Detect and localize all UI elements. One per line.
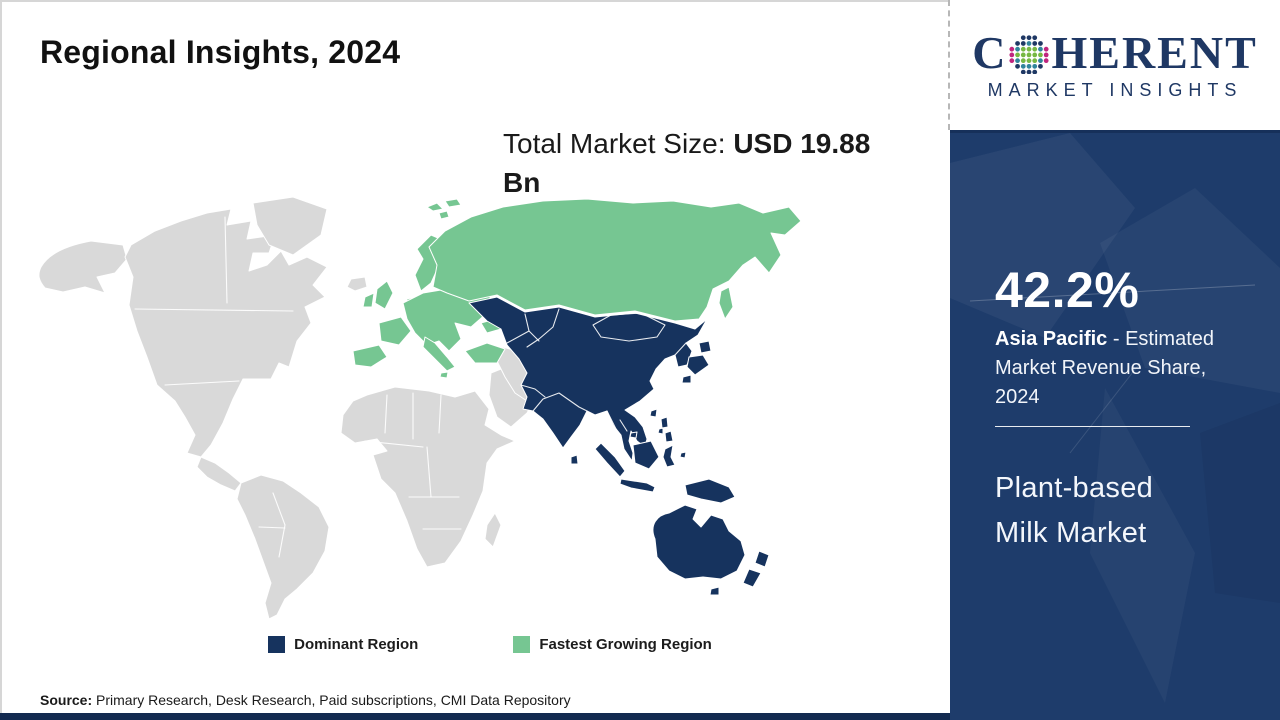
source-text: Primary Research, Desk Research, Paid su… [92, 692, 571, 708]
right-sidebar: 42.2% Asia Pacific - Estimated Market Re… [950, 130, 1280, 720]
source-line: Source: Primary Research, Desk Research,… [40, 692, 571, 708]
bottom-accent-bar [0, 713, 1280, 720]
logo-subtitle: MARKET INSIGHTS [987, 79, 1243, 100]
market-name-line2: Milk Market [995, 517, 1147, 549]
total-market-size-value: USD 19.88 Bn [503, 128, 871, 198]
legend-swatch-dominant [268, 636, 286, 653]
share-region: Asia Pacific [995, 328, 1108, 350]
source-label: Source: [40, 692, 93, 708]
legend-label-dominant: Dominant Region [294, 636, 419, 653]
share-description: Asia Pacific - Estimated Market Revenue … [995, 325, 1235, 412]
logo-text-suffix: HERENT [1051, 26, 1258, 78]
coherent-logo: C HERENT [972, 26, 1258, 78]
sidebar-divider [995, 426, 1190, 427]
world-map-svg [38, 196, 802, 620]
map-region-dominant [468, 296, 770, 596]
page-title: Regional Insights, 2024 [40, 34, 401, 70]
market-name-line1: Plant-based [995, 472, 1154, 504]
logo-text-prefix: C [972, 26, 1008, 78]
coherent-globe-icon [1009, 34, 1050, 74]
legend-item-dominant: Dominant Region [268, 636, 418, 653]
map-region-fastest-growing [352, 198, 802, 379]
legend-item-fastest-growing: Fastest Growing Region [513, 636, 712, 653]
market-name: Plant-based Milk Market [995, 466, 1235, 556]
map-legend: Dominant Region Fastest Growing Region [35, 636, 945, 653]
world-map [35, 195, 945, 620]
map-country-borders [134, 216, 687, 558]
logo-area: C HERENT MARKET INSIGHTS [948, 0, 1280, 130]
share-desc-text: - Estimated Market Revenue Share, 2024 [995, 328, 1214, 408]
legend-swatch-fastest-growing [513, 636, 531, 653]
total-market-size: Total Market Size: USD 19.88 Bn [503, 124, 905, 202]
share-value: 42.2% [995, 262, 1140, 318]
total-market-size-label: Total Market Size: [503, 128, 734, 159]
map-region-rest-of-world [38, 196, 538, 620]
legend-label-fastest-growing: Fastest Growing Region [539, 636, 712, 653]
